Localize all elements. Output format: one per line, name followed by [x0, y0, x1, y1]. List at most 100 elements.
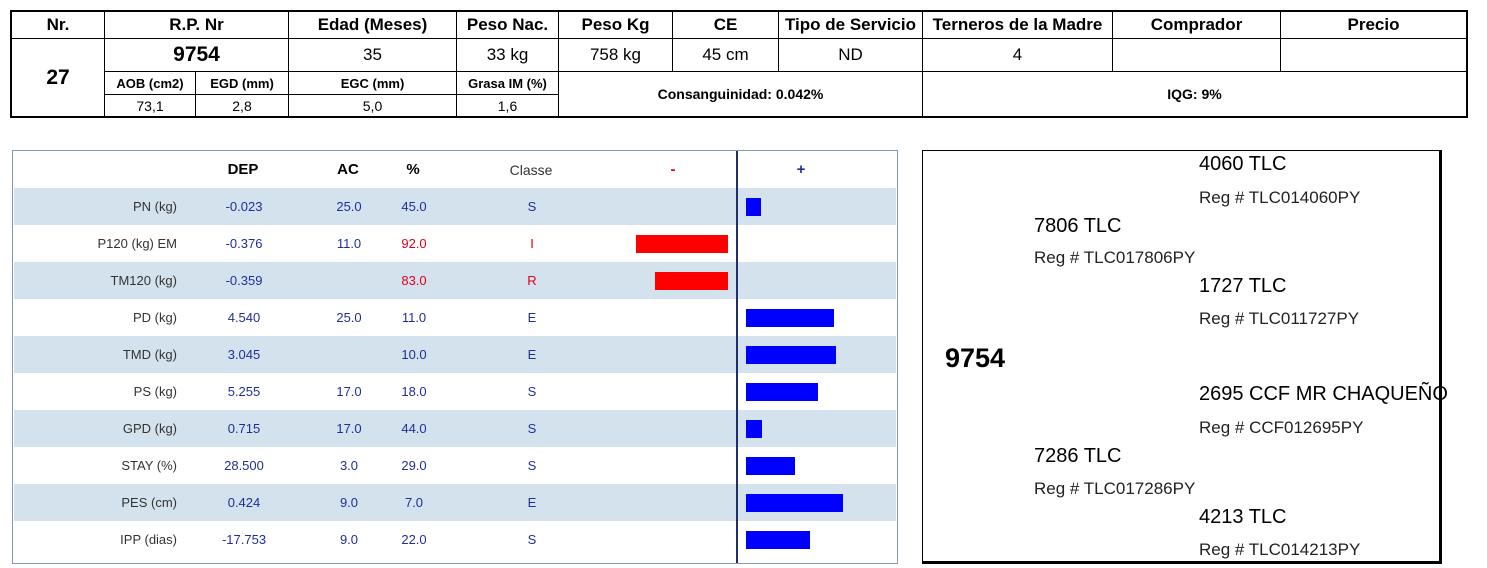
- pct-header: %: [406, 161, 420, 178]
- lot-number: 27: [46, 65, 70, 89]
- egd-value: 2,8: [232, 97, 252, 114]
- col-divider: [922, 12, 923, 116]
- trait-label: IPP (dias): [120, 532, 177, 547]
- classe-value: E: [527, 347, 537, 362]
- epd-row: PD (kg) 4.540 25.0 11.0 E: [14, 299, 896, 336]
- dep-value: 3.045: [227, 347, 261, 362]
- epd-row: P120 (kg) EM -0.376 11.0 92.0 I: [14, 225, 896, 262]
- pct-value: 45.0: [401, 199, 427, 214]
- comprador-value[interactable]: [1113, 39, 1280, 71]
- ac-value: 9.0: [339, 532, 359, 547]
- dep-value: -0.359: [225, 273, 263, 288]
- dam-reg: Reg # TLC017286PY: [1034, 479, 1196, 498]
- epd-panel: DEP AC % Classe - + PN (kg) -0.023 25.0 45.…: [12, 150, 898, 564]
- row-divider: [558, 71, 922, 72]
- positive-bar: [746, 531, 810, 549]
- negative-bar: [636, 235, 728, 253]
- epd-row: TM120 (kg) -0.359 83.0 R: [14, 262, 896, 299]
- col-header-peso-kg: Peso Kg: [581, 15, 650, 34]
- classe-value: E: [527, 310, 537, 325]
- ac-header: AC: [337, 161, 359, 178]
- ac-value: 25.0: [336, 199, 362, 214]
- col-header-tipo-servicio: Tipo de Servicio: [784, 15, 916, 34]
- aob-label: AOB (cm2): [116, 75, 184, 91]
- positive-bar: [746, 383, 818, 401]
- consanguinidad: Consanguinidad: 0.042%: [657, 86, 824, 102]
- ac-value: 9.0: [339, 495, 359, 510]
- sire-name: 7806 TLC: [1034, 215, 1122, 237]
- classe-value: S: [527, 384, 537, 399]
- dep-value: 0.715: [227, 421, 261, 436]
- trait-label: PES (cm): [121, 495, 177, 510]
- grasa-value: 1,6: [497, 97, 518, 114]
- epd-row: IPP (dias) -17.753 9.0 22.0 S: [14, 521, 896, 558]
- pct-value: 7.0: [404, 495, 424, 510]
- row-divider: [922, 71, 1112, 72]
- rp-number: 9754: [173, 43, 220, 66]
- positive-bar: [746, 346, 836, 364]
- positive-bar: [746, 198, 761, 216]
- dep-value: 28.500: [224, 458, 264, 473]
- dam-dam-name: 4213 TLC: [1199, 506, 1287, 528]
- aob-value: 73,1: [136, 97, 164, 114]
- pct-value: 22.0: [401, 532, 427, 547]
- col-divider: [672, 12, 673, 71]
- sire-dam-name: 1727 TLC: [1199, 275, 1287, 297]
- col-header-rp-nr: R.P. Nr: [169, 15, 224, 34]
- ac-value: 17.0: [336, 421, 362, 436]
- dep-value: 4.540: [227, 310, 261, 325]
- grasa-label: Grasa IM (%): [468, 75, 547, 91]
- row-divider: [12, 38, 1466, 39]
- ac-value: 17.0: [336, 384, 362, 399]
- col-divider: [195, 71, 196, 116]
- classe-value: S: [527, 421, 537, 436]
- classe-value: S: [527, 458, 537, 473]
- col-header-ce: CE: [713, 15, 738, 34]
- col-divider: [1112, 12, 1113, 71]
- dam-sire-name: 2695 CCF MR CHAQUEÑO: [1199, 383, 1448, 405]
- plus-header: +: [796, 161, 806, 178]
- edad-value: 35: [363, 45, 382, 64]
- ac-value: 3.0: [339, 458, 359, 473]
- zero-axis-line: [736, 151, 738, 563]
- epd-row: GPD (kg) 0.715 17.0 44.0 S: [14, 410, 896, 447]
- positive-bar: [746, 494, 843, 512]
- ce-value: 45 cm: [702, 45, 749, 64]
- col-header-edad: Edad (Meses): [317, 15, 428, 34]
- peso-nac-value: 33 kg: [486, 45, 529, 64]
- positive-bar: [746, 309, 834, 327]
- positive-bar: [746, 420, 762, 438]
- pct-value: 83.0: [401, 273, 427, 288]
- dam-name: 7286 TLC: [1034, 445, 1122, 467]
- pedigree-panel: 4060 TLC Reg # TLC014060PY 7806 TLC Reg …: [922, 150, 1448, 564]
- negative-bar: [655, 272, 728, 290]
- pct-value: 18.0: [401, 384, 427, 399]
- minus-header: -: [670, 161, 676, 178]
- pct-value: 92.0: [401, 236, 427, 251]
- dep-value: 0.424: [227, 495, 261, 510]
- ac-value: 11.0: [336, 236, 362, 251]
- col-header-precio: Precio: [1347, 15, 1400, 34]
- epd-row: STAY (%) 28.500 3.0 29.0 S: [14, 447, 896, 484]
- egd-label: EGD (mm): [210, 75, 274, 91]
- ac-value: [314, 336, 384, 373]
- trait-label: STAY (%): [121, 458, 177, 473]
- animal-summary-table: Nr. R.P. Nr Edad (Meses) Peso Nac. Peso …: [10, 10, 1468, 118]
- trait-label: PD (kg): [132, 310, 177, 325]
- classe-value: S: [527, 532, 537, 547]
- tipo-servicio-value: ND: [838, 45, 863, 64]
- precio-value[interactable]: [1281, 39, 1466, 71]
- dam-dam-reg: Reg # TLC014213PY: [1199, 540, 1361, 559]
- sire-sire-reg: Reg # TLC014060PY: [1199, 188, 1361, 207]
- col-divider: [288, 12, 289, 116]
- row-divider: [1112, 71, 1466, 72]
- sire-dam-reg: Reg # TLC011727PY: [1199, 309, 1360, 328]
- classe-header: Classe: [509, 161, 553, 178]
- pct-value: 11.0: [401, 310, 427, 325]
- positive-bar: [746, 457, 795, 475]
- col-divider: [558, 12, 559, 116]
- col-header-comprador: Comprador: [1150, 15, 1243, 34]
- col-header-peso-nac: Peso Nac.: [466, 15, 549, 34]
- epd-row: PN (kg) -0.023 25.0 45.0 S: [14, 188, 896, 225]
- peso-kg-value: 758 kg: [589, 45, 642, 64]
